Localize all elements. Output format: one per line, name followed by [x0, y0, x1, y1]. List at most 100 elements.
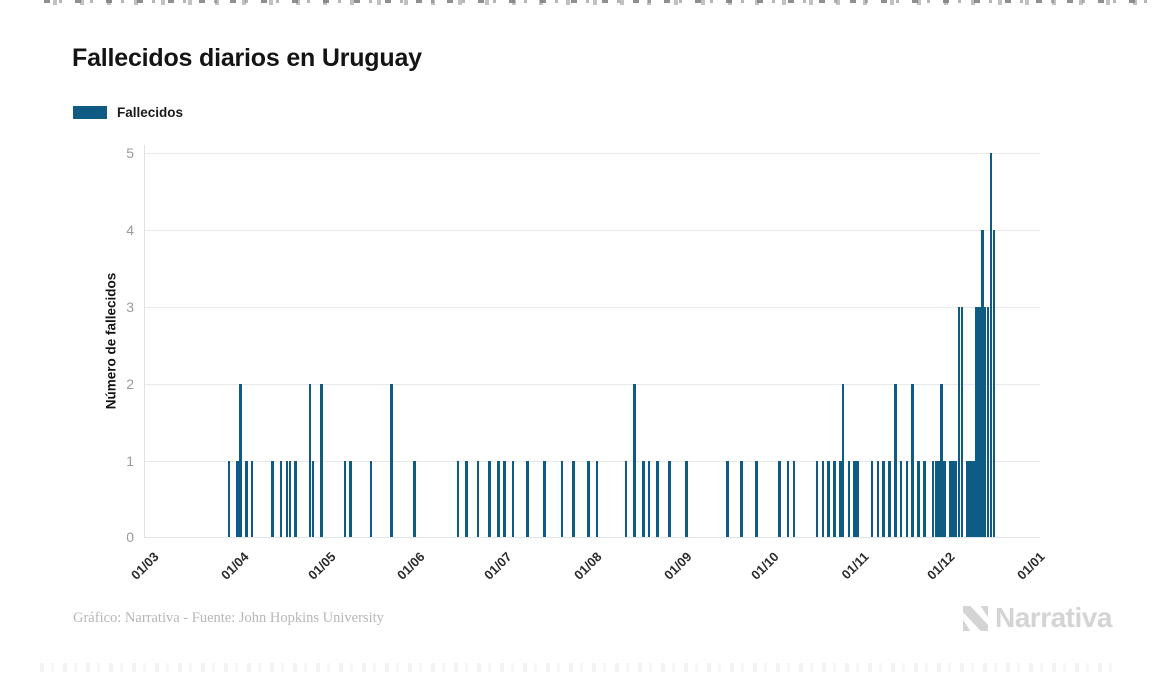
bar-02-08	[595, 460, 599, 538]
legend-swatch-fallecidos	[73, 106, 107, 119]
bar-30-11	[943, 460, 946, 538]
bar-17-04	[285, 460, 289, 538]
bar-12-08	[624, 460, 628, 538]
cropped-content-artifact-top	[44, 0, 1157, 5]
bar-26-06	[488, 460, 492, 538]
x-tick-label: 01/11	[838, 549, 872, 583]
gridline-y2	[144, 383, 1040, 385]
x-tick-label: 01/06	[394, 549, 428, 583]
bar-18-08	[641, 460, 645, 538]
bar-15-06	[456, 460, 460, 538]
y-tick-label: 0	[126, 529, 134, 546]
source-credit: Gráfico: Narrativa - Fuente: John Hopkin…	[73, 610, 384, 626]
bar-28-03	[227, 460, 231, 538]
bar-16-12	[989, 153, 993, 538]
bar-09-05	[349, 460, 352, 538]
bar-31-10	[856, 460, 859, 538]
y-tick-label: 4	[126, 222, 134, 239]
bar-18-04	[288, 460, 292, 538]
chart-title: Fallecidos diarios en Uruguay	[72, 44, 422, 72]
narrativa-logo-text: Narrativa	[995, 602, 1112, 633]
bar-04-12	[954, 460, 958, 538]
bar-17-10	[815, 460, 819, 538]
bar-16-09	[726, 460, 729, 538]
bar-10-12	[972, 460, 975, 538]
bar-23-08	[656, 460, 660, 538]
bar-15-07	[543, 460, 547, 538]
bar-23-05	[389, 383, 393, 538]
bar-30-07	[586, 460, 590, 538]
y-axis-line	[144, 145, 145, 539]
bar-12-04	[271, 460, 274, 538]
x-tick-label: 01/10	[747, 549, 782, 583]
bar-21-11	[917, 460, 920, 538]
bar-17-11	[905, 460, 909, 538]
bar-16-05	[369, 460, 373, 538]
bar-26-11	[931, 460, 935, 538]
bar-02-12	[949, 460, 952, 538]
bar-19-11	[911, 383, 914, 538]
bar-02-09	[685, 460, 689, 538]
bar-07-05	[343, 460, 347, 538]
bar-20-08	[647, 460, 651, 538]
y-tick-label: 1	[126, 452, 134, 469]
bar-03-04	[245, 460, 248, 538]
bar-18-06	[465, 460, 468, 538]
bar-04-07	[511, 460, 515, 538]
bar-15-12	[986, 306, 990, 538]
bar-14-12	[983, 306, 987, 538]
bar-09-10	[792, 460, 796, 538]
bar-05-11	[870, 460, 874, 538]
bar-29-04	[320, 383, 324, 538]
y-tick-label: 3	[126, 298, 134, 315]
bar-26-09	[754, 460, 758, 538]
bar-05-04	[250, 460, 254, 538]
bar-25-10	[838, 460, 842, 538]
y-tick-label: 2	[126, 375, 134, 392]
bar-01-04	[239, 383, 242, 538]
bar-28-10	[847, 460, 851, 538]
bar-08-12	[966, 460, 970, 538]
x-tick-label: 01/05	[304, 549, 339, 583]
bar-21-07	[560, 460, 564, 538]
bar-07-10	[786, 460, 790, 538]
gridline-y0	[144, 537, 1040, 539]
x-tick-label: 01/12	[924, 549, 959, 583]
x-tick-label: 01/03	[127, 549, 162, 583]
bar-21-09	[740, 460, 744, 538]
bar-07-11	[876, 460, 880, 538]
bar-11-12	[975, 306, 978, 538]
x-tick-label: 01/08	[571, 549, 605, 583]
narrativa-logo-icon	[963, 605, 988, 631]
bar-31-05	[413, 460, 416, 538]
bar-13-12	[980, 230, 984, 538]
x-tick-label: 01/07	[481, 549, 515, 583]
bar-20-04	[294, 460, 297, 538]
bar-03-12	[951, 460, 955, 538]
bar-21-10	[827, 460, 830, 538]
bar-30-10	[853, 460, 857, 538]
bar-15-08	[633, 383, 636, 538]
bar-26-04	[311, 460, 315, 538]
bar-27-08	[668, 460, 671, 538]
x-tick-label: 01/09	[660, 549, 695, 583]
bar-13-11	[894, 383, 897, 538]
bar-22-06	[476, 460, 480, 538]
bar-15-11	[899, 460, 903, 538]
bar-15-04	[279, 460, 283, 538]
narrativa-watermark: Narrativa	[962, 602, 1112, 634]
bar-27-11	[934, 460, 938, 538]
gridline-y3	[144, 306, 1040, 308]
bar-09-11	[882, 460, 886, 538]
bar-09-12	[969, 460, 972, 538]
gridline-y1	[144, 460, 1040, 462]
bar-29-11	[940, 383, 943, 538]
cropped-content-artifact-bottom	[40, 663, 1117, 672]
bar-06-12	[960, 306, 964, 538]
bar-12-12	[978, 306, 981, 538]
legend: Fallecidos	[73, 105, 183, 120]
bar-17-12	[992, 230, 996, 538]
gridline-y5	[144, 153, 1040, 155]
